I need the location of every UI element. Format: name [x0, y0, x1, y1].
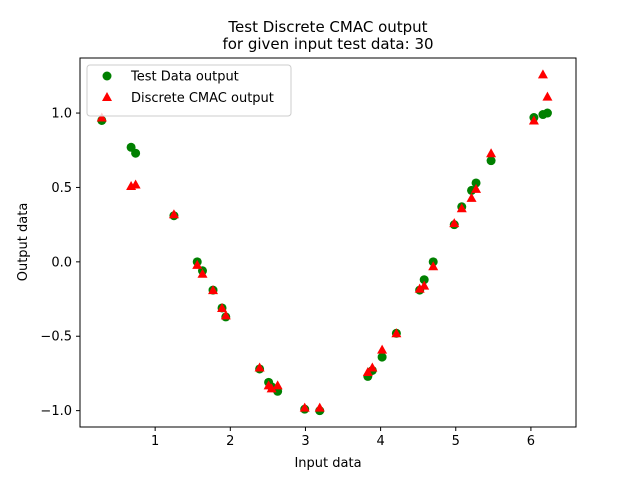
cmac-output-point	[168, 209, 179, 219]
cmac-output-point	[471, 183, 482, 193]
cmac-output-point	[130, 179, 141, 189]
cmac-output-point	[449, 218, 460, 228]
cmac-output-point	[96, 112, 107, 122]
cmac-output-point	[217, 302, 228, 312]
cmac-output-point	[367, 362, 378, 372]
legend-label-cmac: Discrete CMAC output	[131, 91, 274, 106]
y-tick-label: 1.0	[51, 107, 72, 122]
cmac-output-point	[254, 362, 265, 372]
cmac-output-point	[208, 285, 219, 295]
cmac-output-point	[220, 310, 231, 320]
y-axis-label: Output data	[16, 203, 31, 282]
test-data-point	[542, 108, 552, 118]
cmac-output-point	[542, 91, 553, 101]
x-axis-label: Input data	[294, 456, 361, 471]
x-tick-label: 5	[452, 434, 460, 449]
cmac-output-point	[419, 280, 430, 290]
cmac-output-point	[537, 69, 548, 79]
plot-area: 1 2 3 4 5 6 −1.0 −0.5 0.0 0.5 1.0	[40, 57, 577, 449]
chart-title: Test Discrete CMAC output	[227, 18, 427, 36]
test-data-point	[486, 156, 496, 166]
x-tick-label: 3	[301, 434, 309, 449]
x-tick-label: 2	[226, 434, 234, 449]
y-axis-ticks: −1.0 −0.5 0.0 0.5 1.0	[40, 107, 80, 419]
cmac-output-point	[391, 328, 402, 338]
cmac-output-point	[192, 259, 203, 269]
cmac-output-point	[314, 402, 325, 412]
test-data-point	[419, 275, 429, 285]
legend-label-test-data: Test Data output	[130, 70, 239, 85]
data-markers	[96, 69, 553, 416]
x-tick-label: 4	[376, 434, 384, 449]
x-axis-ticks: 1 2 3 4 5 6	[151, 427, 535, 449]
y-tick-label: 0.5	[51, 181, 72, 196]
chart-subtitle: for given input test data: 30	[222, 35, 433, 53]
cmac-output-point	[428, 261, 439, 271]
axes-frame	[79, 57, 577, 428]
cmac-output-point	[528, 115, 539, 125]
cmac-output-point	[197, 268, 208, 278]
cmac-output-point	[266, 383, 277, 393]
x-tick-label: 6	[527, 434, 535, 449]
y-tick-label: −0.5	[40, 330, 72, 345]
x-tick-label: 1	[151, 434, 159, 449]
legend: Test Data output Discrete CMAC output	[86, 64, 292, 117]
cmac-output-point	[486, 148, 497, 158]
test-data-point	[471, 178, 481, 188]
y-tick-label: 0.0	[51, 255, 72, 270]
cmac-output-point	[456, 203, 467, 213]
cmac-output-point	[377, 344, 388, 354]
cmac-output-point	[414, 283, 425, 293]
cmac-output-point	[299, 402, 310, 412]
cmac-output-point	[272, 380, 283, 390]
y-tick-label: −1.0	[40, 404, 72, 419]
test-data-point	[131, 148, 141, 158]
legend-marker-test-data	[102, 71, 112, 81]
cmac-output-point	[466, 192, 477, 202]
legend-marker-cmac	[102, 92, 112, 101]
legend-box	[86, 64, 292, 117]
test-data-point	[377, 352, 387, 362]
